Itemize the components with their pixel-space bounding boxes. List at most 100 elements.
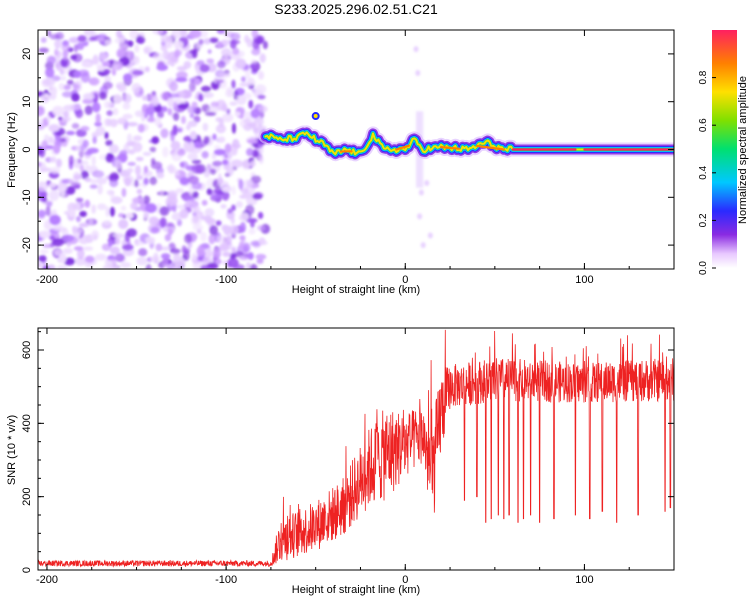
speckle <box>421 242 426 248</box>
noise-blob <box>63 248 73 254</box>
noise-blob <box>153 53 165 61</box>
noise-blob <box>204 136 210 144</box>
noise-blob <box>37 181 48 192</box>
x-tick-label: -100 <box>215 274 237 286</box>
noise-blob <box>115 253 125 262</box>
noise-blob <box>76 216 81 222</box>
colorbar-tick-label: 0.4 <box>698 165 709 179</box>
noise-blob <box>151 136 159 144</box>
noise-blob <box>258 71 264 80</box>
noise-blob <box>184 234 192 244</box>
noise-blob <box>152 26 163 34</box>
noise-blob <box>133 135 142 141</box>
noise-blob <box>227 258 239 268</box>
noise-blob <box>225 143 232 153</box>
noise-blob <box>79 223 90 228</box>
noise-blob <box>150 147 157 153</box>
noise-blob <box>121 206 127 211</box>
noise-blob <box>256 37 263 45</box>
noise-blob <box>46 201 52 207</box>
noise-blob <box>97 65 105 71</box>
noise-blob <box>193 224 204 230</box>
noise-blob <box>143 152 152 156</box>
noise-blob <box>217 136 225 143</box>
speckle <box>414 46 419 52</box>
noise-blob <box>35 106 45 116</box>
noise-blob <box>257 95 265 100</box>
noise-blob <box>142 95 148 100</box>
noise-blob <box>136 157 144 162</box>
noise-blob <box>82 160 89 165</box>
noise-blob <box>174 258 186 268</box>
noise-blob <box>170 248 181 253</box>
noise-blob <box>90 184 98 188</box>
noise-blob <box>145 203 157 213</box>
noise-blob <box>60 57 70 68</box>
noise-blob <box>167 108 172 115</box>
noise-blob <box>259 155 264 164</box>
heatmap-area <box>33 26 674 273</box>
colorbar-tick-label: 0.6 <box>698 118 709 132</box>
noise-blob <box>39 231 51 239</box>
noise-blob <box>45 67 54 77</box>
noise-blob <box>248 100 253 109</box>
noise-blob <box>143 212 149 219</box>
noise-blob <box>117 118 126 125</box>
noise-blob <box>47 56 56 65</box>
noise-blob <box>200 265 210 272</box>
noise-blob <box>44 93 49 98</box>
noise-blob <box>145 107 154 115</box>
noise-blob <box>81 61 92 68</box>
noise-blob <box>72 123 80 129</box>
y-tick-label: 200 <box>21 487 33 505</box>
noise-blob <box>239 241 245 249</box>
noise-blob <box>226 235 232 245</box>
noise-blob <box>99 92 107 100</box>
noise-blob <box>187 121 197 128</box>
noise-blob <box>222 251 231 257</box>
noise-blob <box>63 235 75 242</box>
noise-blob <box>178 128 183 133</box>
noise-blob <box>133 142 143 152</box>
noise-blob <box>105 259 115 266</box>
noise-blob <box>80 202 84 208</box>
noise-blob <box>119 150 127 156</box>
noise-blob <box>255 84 266 94</box>
noise-blob <box>123 93 132 103</box>
noise-blob <box>222 159 228 165</box>
noise-blob <box>216 220 222 225</box>
noise-blob <box>89 77 100 85</box>
noise-blob <box>45 78 56 87</box>
noise-blob <box>143 178 148 185</box>
noise-blob <box>116 49 125 58</box>
colorbar-tick-label: 0.0 <box>698 261 709 275</box>
noise-blob <box>77 35 86 42</box>
noise-blob <box>231 204 236 210</box>
noise-blob <box>43 265 49 272</box>
y-tick-label: 20 <box>21 48 33 60</box>
noise-blob <box>212 161 222 167</box>
noise-blob <box>123 175 134 184</box>
noise-blob <box>92 56 100 65</box>
noise-blob <box>92 170 104 178</box>
noise-blob <box>246 148 254 156</box>
noise-blob <box>105 140 112 146</box>
noise-blob <box>91 204 96 213</box>
noise-blob <box>74 44 78 52</box>
noise-blob <box>71 93 80 102</box>
noise-blob <box>97 37 105 41</box>
noise-blob <box>70 103 81 110</box>
noise-blob <box>106 110 113 116</box>
noise-blob <box>49 215 61 225</box>
noise-blob <box>123 73 132 81</box>
noise-blob <box>133 197 145 205</box>
noise-blob <box>54 249 62 256</box>
noise-blob <box>89 179 98 184</box>
noise-blob <box>160 217 167 227</box>
noise-blob <box>134 44 139 52</box>
noise-blob <box>187 106 193 114</box>
noise-blob <box>221 48 231 57</box>
noise-blob <box>63 111 69 118</box>
noise-blob <box>258 237 265 245</box>
